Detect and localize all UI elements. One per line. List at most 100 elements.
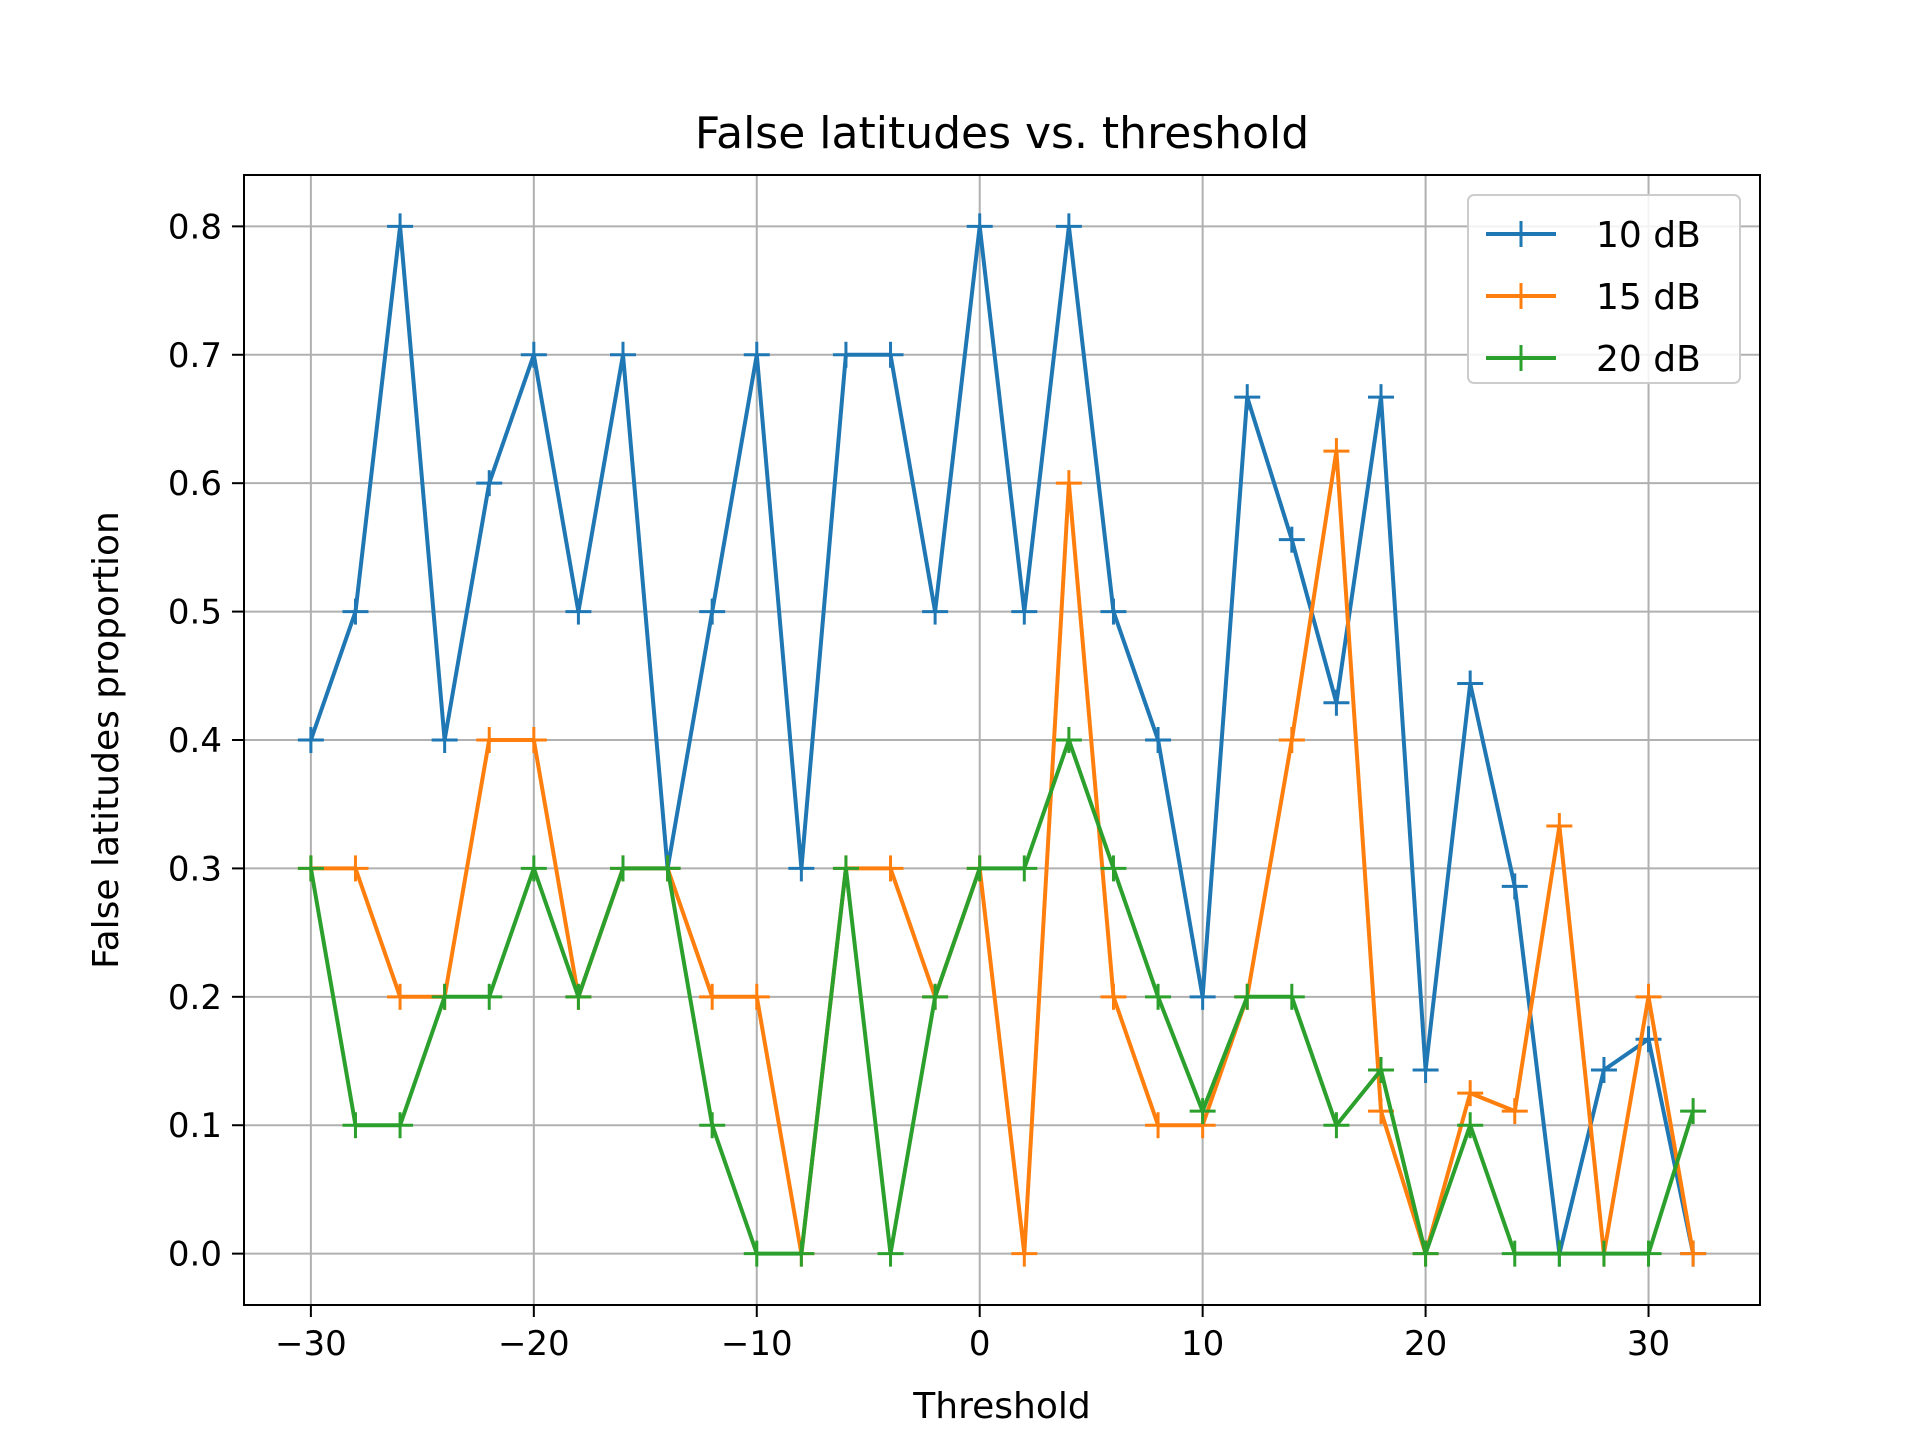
data-point <box>1055 213 1082 240</box>
legend-label: 15 dB <box>1596 277 1701 318</box>
data-point <box>877 341 904 368</box>
legend-label: 20 dB <box>1596 339 1701 380</box>
data-point <box>1323 689 1350 716</box>
data-point <box>520 855 547 882</box>
data-point <box>788 855 815 882</box>
data-point <box>431 727 458 753</box>
y-tick-label: 0.4 <box>168 721 222 761</box>
data-point <box>1234 983 1261 1010</box>
chart-title: False latitudes vs. threshold <box>695 108 1309 159</box>
y-tick-label: 0.7 <box>168 336 222 376</box>
y-tick-label: 0.6 <box>168 464 222 504</box>
series-line <box>308 738 1696 1256</box>
legend-box <box>1467 194 1741 384</box>
data-point <box>1457 1112 1484 1139</box>
data-point <box>966 213 993 240</box>
data-point <box>922 983 949 1010</box>
data-point <box>877 855 904 882</box>
data-point <box>877 1240 904 1267</box>
data-point <box>654 855 681 882</box>
data-point <box>1011 1240 1038 1267</box>
data-point <box>1011 598 1038 625</box>
x-tick-label: 10 <box>1181 1324 1224 1364</box>
data-point <box>476 470 503 497</box>
data-point <box>431 983 458 1010</box>
data-point <box>1501 873 1528 900</box>
series-line <box>309 224 1696 1256</box>
y-tick-label: 0.5 <box>168 593 222 633</box>
data-point <box>1635 983 1662 1010</box>
data-point <box>1189 983 1216 1010</box>
data-point <box>1590 1240 1617 1267</box>
y-tick-label: 0.0 <box>168 1235 222 1275</box>
data-point <box>297 855 324 882</box>
x-axis-label: Threshold <box>912 1386 1090 1427</box>
data-point <box>610 341 636 368</box>
data-point <box>387 1112 414 1139</box>
data-point <box>743 983 770 1010</box>
x-tick-label: −20 <box>498 1324 570 1364</box>
data-point <box>1145 727 1172 753</box>
data-point <box>476 727 503 753</box>
data-point <box>1368 384 1394 411</box>
y-tick-label: 0.3 <box>168 849 222 889</box>
data-point <box>699 598 726 625</box>
data-point <box>743 341 770 368</box>
data-point <box>1546 1240 1573 1267</box>
data-point <box>1501 1240 1528 1267</box>
data-point <box>520 341 547 368</box>
series-line <box>310 449 1696 1256</box>
data-point <box>342 855 369 882</box>
data-point <box>966 855 993 882</box>
data-point <box>1011 855 1038 882</box>
data-point <box>1457 1080 1484 1107</box>
data-point <box>743 1240 770 1267</box>
x-axis: −30 −20 −10 0 10 20 30 <box>275 1305 1670 1364</box>
data-point <box>1680 1240 1707 1267</box>
data-point <box>1145 983 1172 1010</box>
data-point <box>565 598 592 625</box>
x-tick-label: 20 <box>1404 1324 1447 1364</box>
data-point <box>1100 983 1127 1010</box>
x-tick-label: 0 <box>969 1324 991 1364</box>
legend: 10 dB 15 dB 20 dB <box>1467 194 1741 384</box>
y-axis: 0.0 0.1 0.2 0.3 0.4 0.5 0.6 0.7 0.8 <box>168 207 244 1275</box>
legend-label: 10 dB <box>1596 215 1701 256</box>
y-tick-label: 0.1 <box>168 1106 222 1146</box>
data-point <box>342 598 369 625</box>
data-point <box>387 983 414 1010</box>
data-point <box>832 855 859 882</box>
data-point <box>476 983 503 1010</box>
data-point <box>1055 470 1082 497</box>
data-point <box>1457 670 1484 697</box>
data-point <box>1323 438 1350 465</box>
data-point <box>1055 727 1082 753</box>
x-tick-label: −30 <box>275 1324 347 1364</box>
data-point <box>832 341 859 368</box>
data-point <box>788 1240 815 1267</box>
x-tick-label: 30 <box>1627 1324 1670 1364</box>
data-point <box>1323 1112 1350 1139</box>
data-point <box>1145 1112 1172 1139</box>
data-point <box>1412 1240 1439 1267</box>
data-point <box>699 1112 726 1139</box>
data-point <box>297 727 324 753</box>
data-point <box>610 855 636 882</box>
data-point <box>1234 384 1261 411</box>
series-3 <box>297 727 1707 1267</box>
data-point <box>1100 598 1127 625</box>
series-2 <box>297 438 1707 1267</box>
series-layer <box>297 213 1707 1267</box>
legend-item: 15 dB <box>1486 277 1701 318</box>
data-point <box>1278 727 1305 753</box>
data-point <box>565 983 592 1010</box>
data-point <box>1278 983 1305 1010</box>
y-tick-label: 0.2 <box>168 978 222 1018</box>
data-point <box>1368 1057 1394 1084</box>
x-tick-label: −10 <box>721 1324 793 1364</box>
data-point <box>520 727 547 753</box>
data-point <box>1635 1240 1662 1267</box>
data-point <box>1501 1098 1528 1125</box>
data-point <box>922 598 949 625</box>
